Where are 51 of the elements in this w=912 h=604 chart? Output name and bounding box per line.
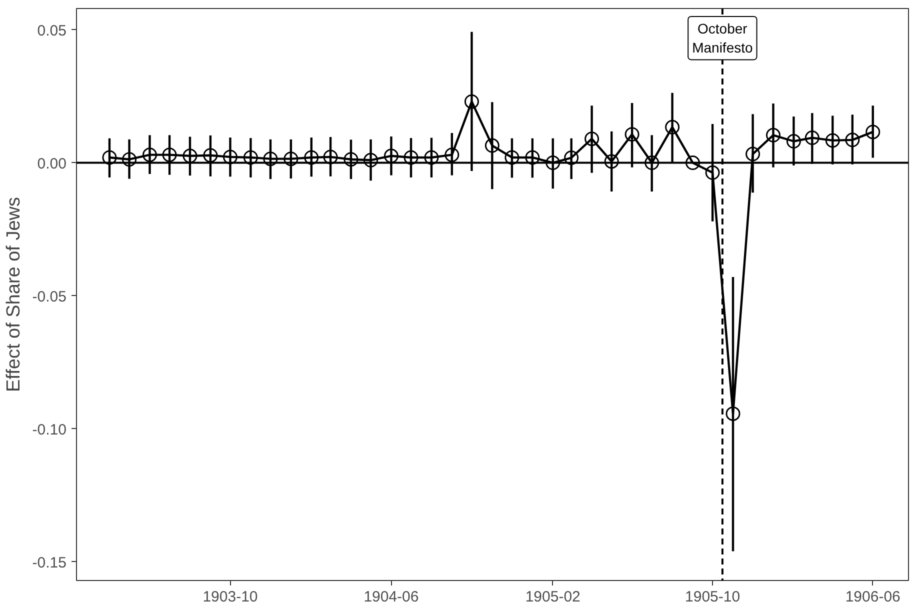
point — [746, 146, 760, 162]
point — [564, 150, 579, 165]
point — [705, 165, 720, 180]
y-tick-label: 0.00 — [37, 155, 67, 172]
point — [644, 156, 660, 170]
point — [304, 150, 319, 165]
point — [484, 138, 500, 153]
point — [866, 124, 880, 140]
point — [222, 150, 238, 164]
point — [546, 156, 560, 170]
y-tick-label: -0.10 — [32, 421, 67, 438]
point — [624, 127, 640, 142]
point — [424, 150, 439, 165]
point — [726, 406, 740, 421]
ref-line-label: October Manifesto — [692, 20, 753, 56]
point — [825, 133, 840, 148]
point — [263, 152, 278, 166]
x-tick-label: 1903-10 — [202, 588, 258, 604]
point — [444, 148, 460, 162]
x-tick-label: 1904-06 — [364, 588, 419, 604]
point — [243, 150, 258, 165]
point — [786, 134, 801, 148]
point — [364, 152, 378, 168]
point — [584, 132, 600, 146]
point — [525, 150, 540, 165]
point — [102, 150, 117, 165]
point — [182, 148, 198, 164]
point — [344, 152, 358, 167]
point — [284, 152, 298, 166]
point — [142, 148, 157, 162]
point — [504, 150, 520, 165]
point — [766, 128, 780, 142]
x-tick-label: 1905-02 — [525, 588, 580, 604]
point — [404, 150, 418, 165]
point — [464, 94, 479, 109]
y-axis-title: Effect of Share of Jews — [3, 196, 24, 392]
point — [162, 148, 177, 162]
point — [845, 132, 860, 148]
point — [665, 120, 680, 134]
point — [804, 130, 820, 146]
y-tick-label: -0.15 — [32, 554, 67, 572]
point — [203, 148, 218, 163]
x-tick-label: 1906-06 — [845, 588, 900, 604]
point — [685, 156, 700, 170]
x-tick-label: 1905-10 — [685, 588, 740, 604]
y-tick-label: 0.05 — [37, 22, 67, 40]
point — [323, 150, 338, 164]
point — [384, 148, 398, 164]
point — [122, 152, 137, 167]
point — [604, 154, 619, 169]
y-tick-label: -0.05 — [32, 288, 67, 306]
